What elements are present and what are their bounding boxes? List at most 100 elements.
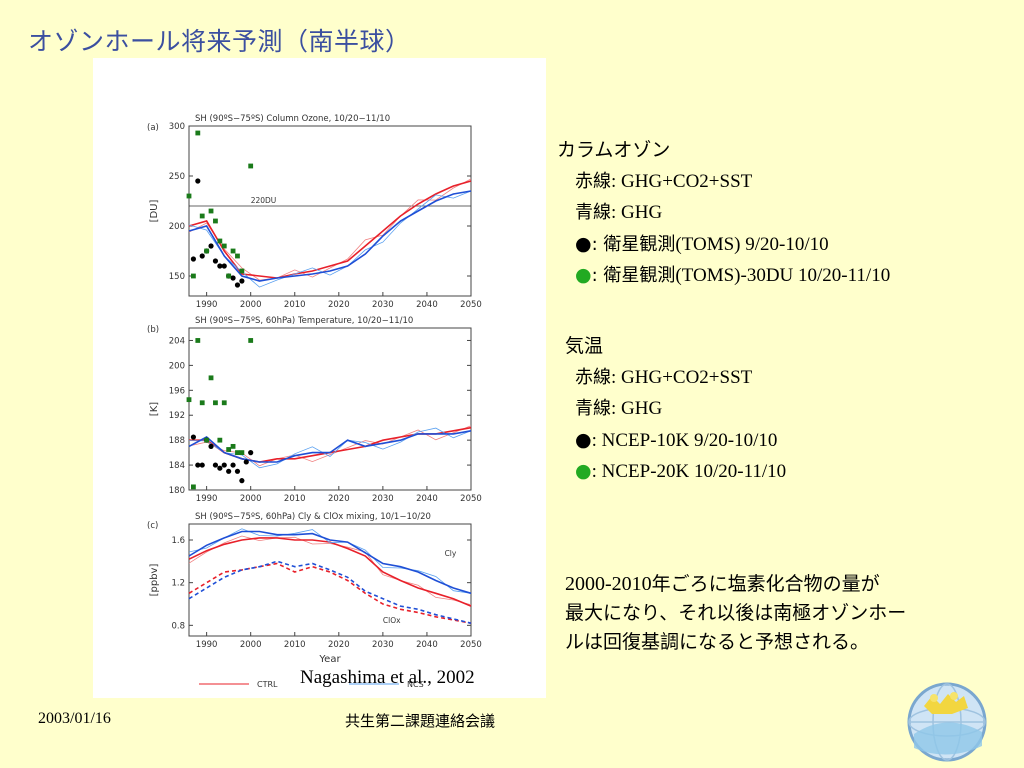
- x-tick-label: 2050: [460, 494, 482, 504]
- data-point-green: [191, 484, 196, 490]
- data-point-black: [239, 278, 245, 284]
- series-noise-line: [188, 535, 472, 606]
- legend-ozone-green: ●: 衛星観測(TOMS)-30DU 10/20-11/10: [557, 260, 890, 292]
- legend-ozone-red: 赤線: GHG+CO2+SST: [557, 166, 890, 198]
- data-point-black: [190, 256, 197, 262]
- data-point-green: [217, 238, 223, 244]
- legend-blue-en: : GHG: [611, 398, 663, 419]
- x-tick-label: 2030: [372, 494, 394, 504]
- legend-green-jp: : 衛星観測: [591, 265, 676, 286]
- y-tick-label: 0.8: [171, 621, 185, 631]
- data-point-black: [239, 478, 245, 484]
- legend-temp-black: ●: NCEP-10K 9/20-10/10: [565, 425, 786, 457]
- data-point-black: [221, 462, 227, 468]
- x-tick-label: 2030: [372, 640, 394, 650]
- conclusion-years: 2000-2010: [565, 573, 652, 595]
- series-line-ncs: [188, 530, 472, 595]
- y-tick-label: 196: [169, 386, 185, 396]
- data-point-green: [221, 400, 227, 406]
- slide-title: オゾンホール将来予測（南半球）: [28, 27, 411, 56]
- y-tick-label: 250: [169, 172, 185, 182]
- legend-temp: 気温 赤線: GHG+CO2+SST 青線: GHG ●: NCEP-10K 9…: [565, 331, 786, 488]
- y-tick-label: 204: [169, 336, 185, 346]
- black-dot-icon: ●: [575, 428, 592, 451]
- data-point-green: [199, 213, 205, 219]
- data-point-black: [230, 462, 236, 468]
- data-point-black: [248, 450, 254, 456]
- y-axis-label: [ppbv]: [149, 564, 160, 597]
- data-point-black: [217, 465, 223, 471]
- data-point-green: [235, 253, 240, 259]
- x-tick-label: 2040: [416, 300, 438, 310]
- legend-red-en: : GHG+CO2+SST: [611, 170, 753, 192]
- data-point-black: [217, 263, 223, 269]
- x-tick-label: 2040: [416, 494, 438, 504]
- panel-label: (c): [147, 521, 158, 531]
- x-tick-label: 2020: [328, 494, 350, 504]
- footer-meeting: 共生第二課題連絡会議: [345, 712, 496, 730]
- reference-line-label: 220DU: [251, 196, 277, 205]
- y-tick-label: 200: [169, 361, 185, 371]
- data-point-green: [226, 273, 232, 279]
- data-point-black: [195, 178, 201, 184]
- ozone-figure: SH (90ºS−75ºS) Column Ozone, 10/20−11/10…: [147, 114, 482, 689]
- x-tick-label: 2020: [328, 300, 350, 310]
- legend-label-ctrl: CTRL: [257, 680, 278, 689]
- x-tick-label: 1990: [196, 494, 218, 504]
- globe-logo-icon: [902, 676, 992, 764]
- data-point-green: [208, 208, 214, 214]
- data-point-black: [195, 462, 201, 468]
- y-tick-label: 1.6: [171, 536, 185, 546]
- y-tick-label: 192: [169, 411, 185, 421]
- data-point-green: [195, 338, 201, 343]
- plot-frame: [188, 523, 472, 637]
- legend-ozone: カラムオゾン 赤線: GHG+CO2+SST 青線: GHG ●: 衛星観測(T…: [557, 135, 890, 292]
- x-tick-label: 2020: [328, 640, 350, 650]
- black-dot-icon: ●: [575, 232, 592, 255]
- legend-temp-green: ●: NCEP-20K 10/20-11/10: [565, 456, 786, 488]
- y-axis-label: [K]: [149, 402, 160, 416]
- annotation-clox: ClOx: [383, 616, 401, 625]
- legend-green-en: (TOMS)-30DU 10/20-11/10: [675, 265, 891, 286]
- data-point-black: [212, 258, 219, 264]
- legend-black-en: : NCEP-10K 9/20-10/10: [591, 429, 778, 451]
- x-tick-label: 2000: [240, 494, 262, 504]
- data-point-green: [191, 273, 196, 279]
- y-tick-label: 180: [169, 486, 185, 496]
- legend-blue-en: : GHG: [611, 202, 663, 223]
- y-tick-label: 184: [169, 461, 185, 471]
- data-point-black: [208, 443, 214, 449]
- data-point-green: [248, 163, 254, 169]
- data-point-black: [208, 243, 214, 249]
- x-tick-label: 2010: [284, 494, 306, 504]
- data-point-green: [213, 218, 218, 224]
- panel-label: (a): [147, 123, 159, 133]
- series-line-ncs-clox: [188, 560, 472, 624]
- footer-date: 2003/01/16: [38, 710, 111, 727]
- green-dot-icon: ●: [575, 264, 592, 286]
- plot-frame: [188, 125, 472, 297]
- legend-green-en: : NCEP-20K 10/20-11/10: [591, 461, 787, 482]
- green-dot-icon: ●: [575, 460, 592, 482]
- x-axis-label: Year: [318, 654, 341, 665]
- data-point-green: [248, 338, 254, 343]
- data-point-green: [199, 400, 205, 406]
- series-line-blue: [188, 430, 472, 463]
- x-tick-label: 2040: [416, 640, 438, 650]
- series-noise-line: [188, 190, 472, 288]
- x-tick-label: 1990: [196, 300, 218, 310]
- data-point-black: [199, 253, 205, 259]
- conclusion-line-2: 最大になり、それ以後は南極オゾンホー: [565, 602, 907, 624]
- y-tick-label: 300: [169, 122, 185, 132]
- data-point-green: [195, 130, 201, 136]
- data-point-green: [235, 450, 240, 456]
- figure-panel: SH (90ºS−75ºS) Column Ozone, 10/20−11/10…: [93, 58, 546, 698]
- data-point-green: [186, 397, 192, 403]
- data-point-black: [190, 434, 197, 440]
- data-point-green: [213, 400, 218, 406]
- legend-ozone-black: ●: 衛星観測(TOMS) 9/20-10/10: [557, 229, 890, 261]
- x-tick-label: 2010: [284, 640, 306, 650]
- legend-blue-jp: 青線: [575, 202, 611, 223]
- data-point-black: [243, 459, 249, 465]
- legend-temp-blue: 青線: GHG: [565, 393, 786, 425]
